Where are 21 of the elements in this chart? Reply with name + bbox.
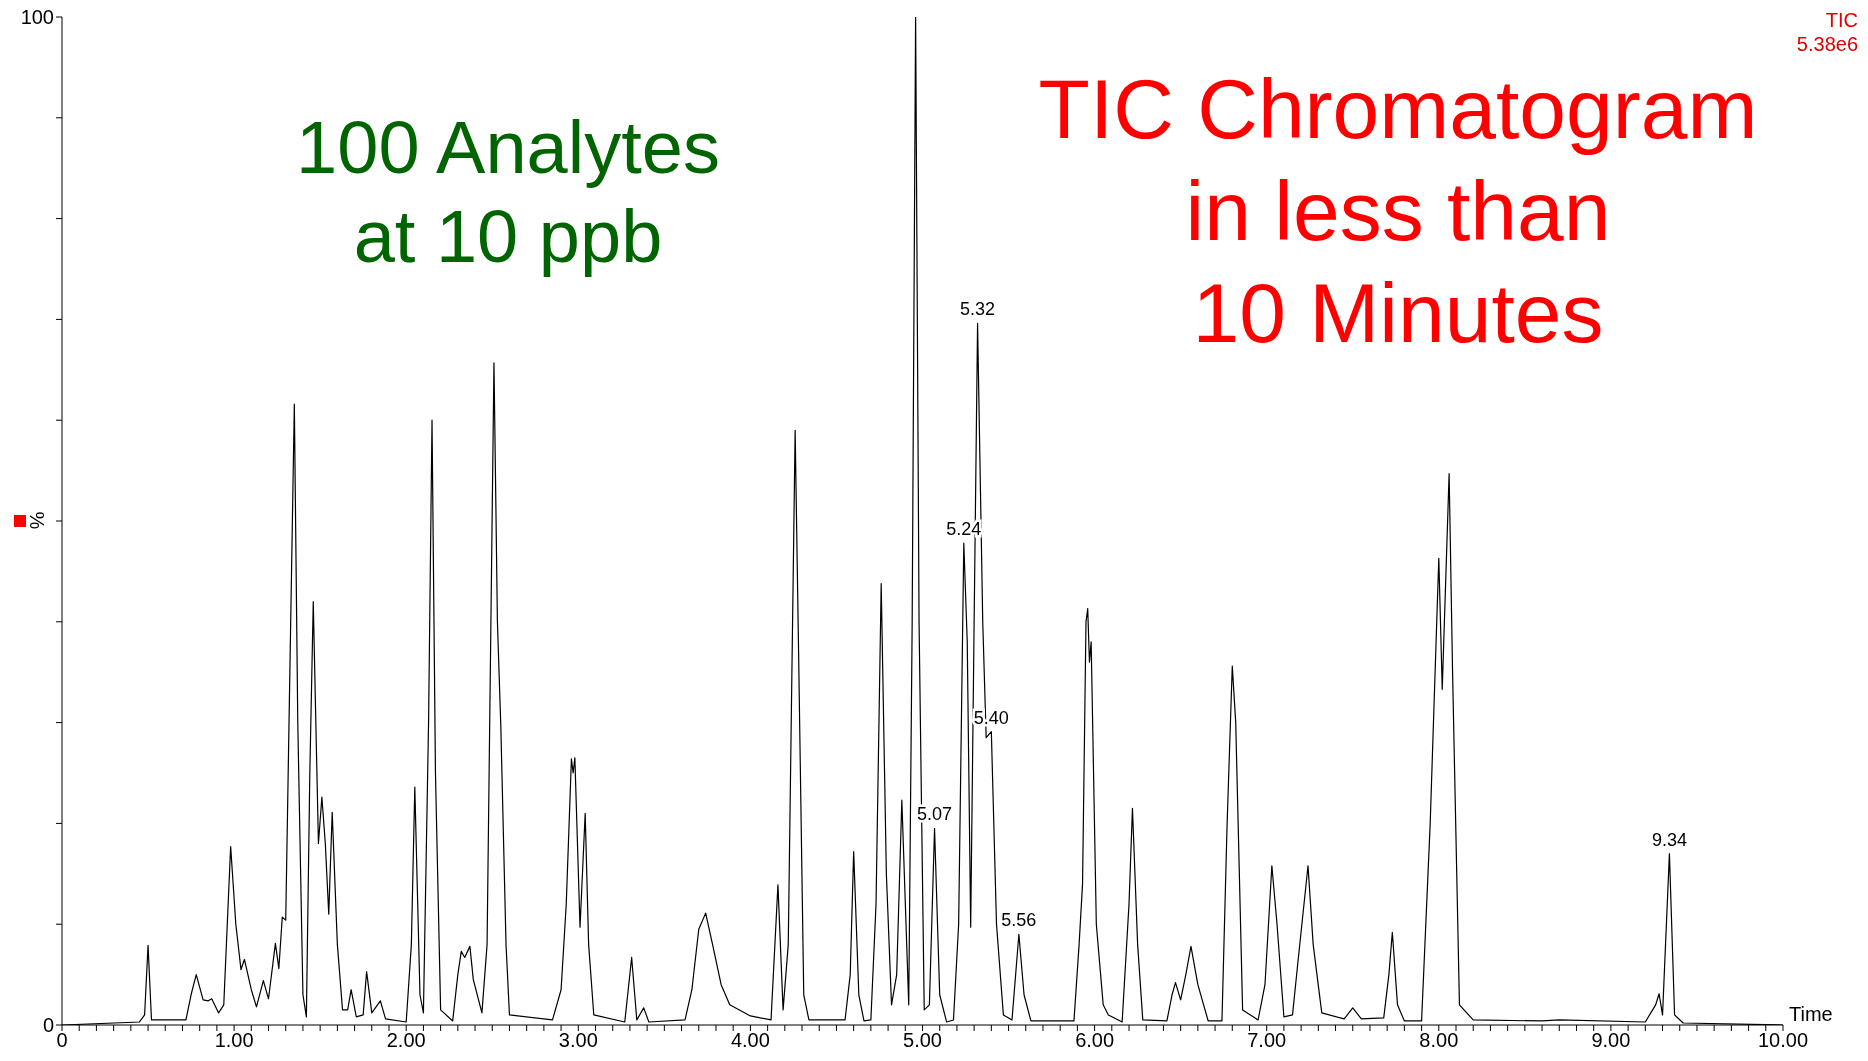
annotation: 5.56 (1001, 910, 1037, 931)
text: TIC (1824, 8, 1858, 32)
text: 100 Analytes at 10 ppb (295, 105, 721, 280)
x-tick-label: 6.00 (1075, 1029, 1115, 1052)
x-tick-label: 0 (56, 1029, 68, 1052)
x-tick-label: 9.00 (1591, 1029, 1631, 1052)
x-tick-label: 5.00 (903, 1029, 942, 1052)
annotation: 5.32 (960, 299, 996, 320)
text: 5.38e6 (1796, 32, 1858, 56)
x-tick-label: 8.00 (1419, 1029, 1459, 1052)
x-tick-label: 7.00 (1247, 1029, 1287, 1052)
x-axis-title: Time (1789, 1003, 1833, 1026)
x-tick-label: 10.00 (1757, 1029, 1809, 1052)
text: TIC Chromatogram in less than 10 Minutes (1037, 61, 1759, 362)
y-axis-title: % (25, 511, 49, 530)
x-tick-label: 3.00 (558, 1029, 598, 1052)
x-tick-label: 1.00 (214, 1029, 254, 1052)
x-tick-label: 2.00 (386, 1029, 426, 1052)
x-tick-label: 4.00 (730, 1029, 770, 1052)
annotation: 9.34 (1651, 829, 1687, 850)
y-tick-label: 100 (20, 6, 54, 29)
